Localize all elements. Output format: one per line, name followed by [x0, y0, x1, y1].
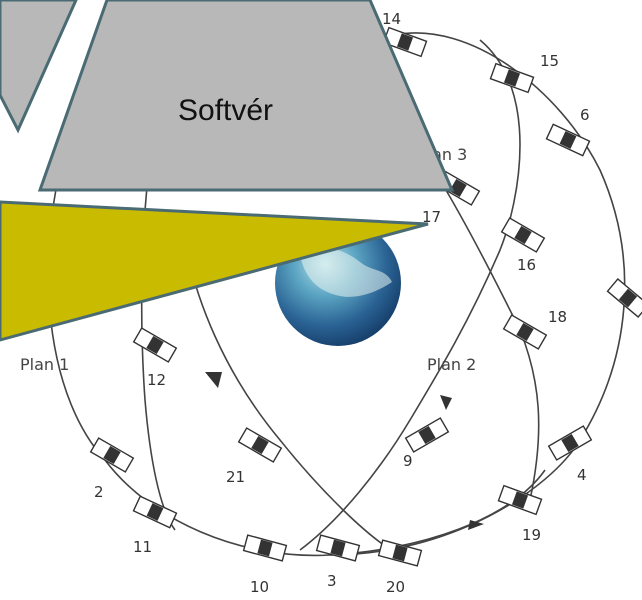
plane-label-1: Plan 1: [20, 355, 69, 374]
label-sat-9: 9: [403, 452, 413, 470]
label-sat-2: 2: [94, 483, 104, 501]
satellite-9: [404, 417, 450, 453]
label-sat-11: 11: [133, 538, 152, 556]
olive-wedge: [0, 200, 429, 342]
satellite-6: [545, 123, 591, 157]
earth-clouds: [300, 247, 392, 297]
label-sat-10: 10: [250, 578, 269, 596]
software-label: Softvér: [178, 94, 273, 127]
satellite-2: [89, 437, 135, 473]
satellite-10: [242, 534, 288, 562]
label-sat-4: 4: [577, 466, 587, 484]
label-sat-16: 16: [517, 256, 536, 274]
software-triangle: [37, 0, 455, 192]
label-sat-12: 12: [147, 371, 166, 389]
satellite-16: [500, 217, 546, 253]
satellite-12: [132, 327, 178, 363]
label-sat-21: 21: [226, 468, 245, 486]
label-sat-17: 17: [422, 208, 441, 226]
satellite-3: [315, 534, 361, 562]
satellite-labels: 14 15 6 17 16 18 12 21 9 4 2 19 11 10 3 …: [94, 10, 590, 596]
label-sat-19: 19: [522, 526, 541, 544]
satellite-edge: [606, 278, 642, 318]
plane-label-2: Plan 2: [427, 355, 476, 374]
label-sat-6: 6: [580, 106, 590, 124]
satellite-19: [497, 484, 543, 516]
label-sat-14: 14: [382, 10, 401, 28]
label-sat-18: 18: [548, 308, 567, 326]
orbit-arrows: [205, 372, 484, 530]
gray-triangle-left: [0, 0, 78, 134]
label-sat-3: 3: [327, 572, 337, 590]
satellite-11: [132, 495, 178, 529]
label-sat-20: 20: [386, 578, 405, 596]
label-sat-15: 15: [540, 52, 559, 70]
